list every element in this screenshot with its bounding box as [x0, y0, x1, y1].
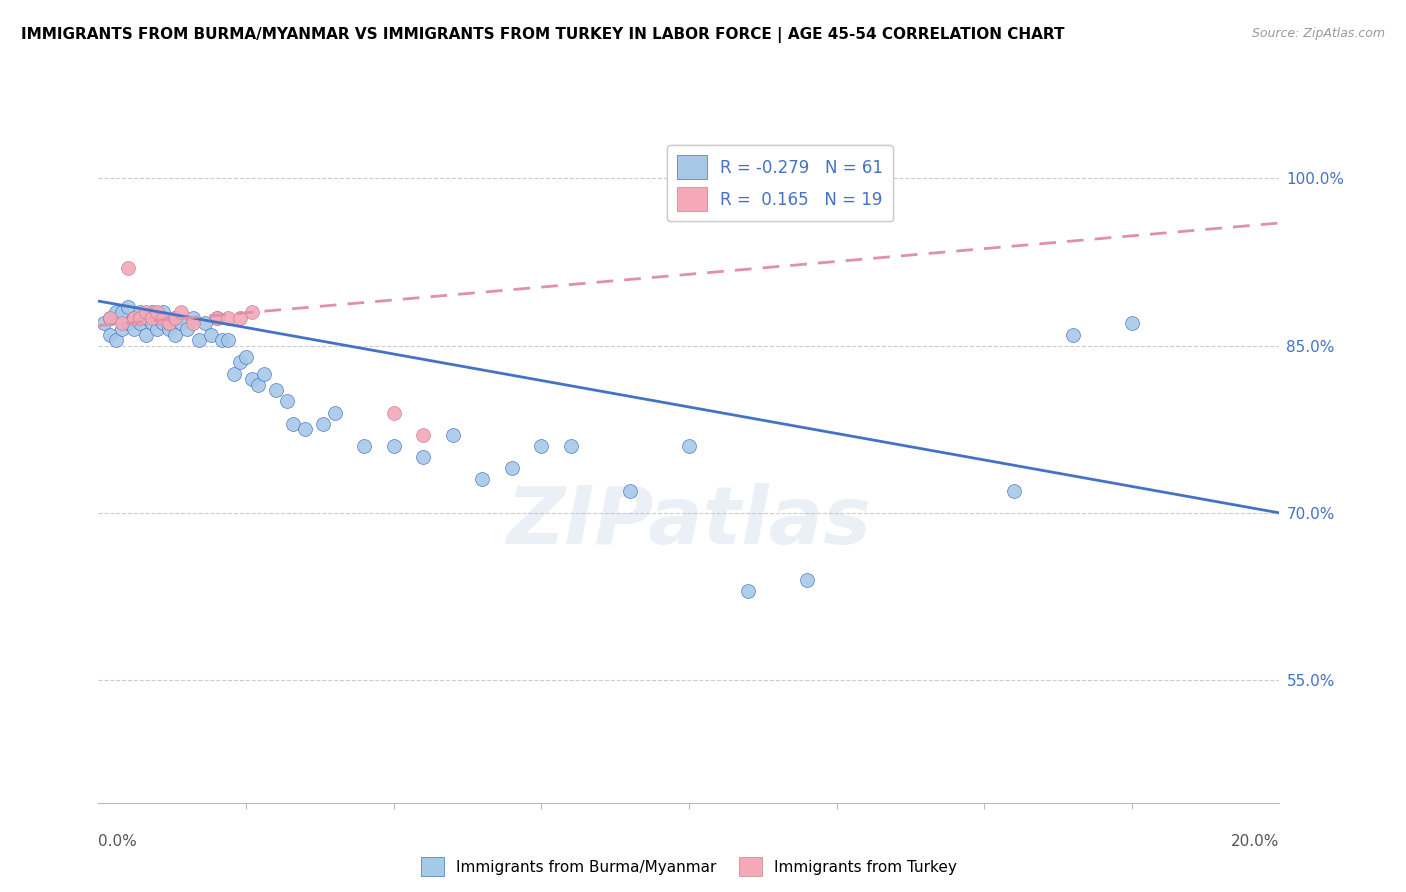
Point — [98, 310, 121, 325]
Point — [200, 327, 222, 342]
Point — [98, 310, 121, 325]
Point — [111, 317, 134, 331]
Point — [796, 573, 818, 587]
Point — [128, 305, 150, 319]
Text: ZIPatlas: ZIPatlas — [506, 483, 872, 561]
Point — [205, 310, 228, 325]
Point — [105, 305, 128, 319]
Point — [122, 322, 145, 336]
Point — [246, 377, 269, 392]
Point — [165, 310, 187, 325]
Text: 20.0%: 20.0% — [1232, 834, 1279, 849]
Point — [122, 310, 145, 325]
Point — [98, 327, 121, 342]
Point — [181, 310, 204, 325]
Point — [117, 300, 139, 314]
Point — [217, 310, 239, 325]
Point — [181, 317, 204, 331]
Point — [135, 310, 157, 325]
Point — [128, 317, 150, 331]
Point — [146, 310, 169, 325]
Point — [117, 317, 139, 331]
Point — [678, 439, 700, 453]
Point — [176, 322, 198, 336]
Point — [117, 260, 139, 275]
Point — [187, 333, 209, 347]
Point — [111, 305, 134, 319]
Point — [382, 439, 405, 453]
Point — [157, 322, 180, 336]
Point — [152, 317, 174, 331]
Point — [141, 310, 163, 325]
Point — [501, 461, 523, 475]
Point — [141, 305, 163, 319]
Point — [441, 428, 464, 442]
Point — [146, 305, 169, 319]
Point — [135, 327, 157, 342]
Point — [211, 333, 233, 347]
Point — [165, 310, 187, 325]
Point — [122, 310, 145, 325]
Point — [128, 310, 150, 325]
Point — [737, 584, 759, 599]
Point — [152, 310, 174, 325]
Point — [312, 417, 335, 431]
Point — [253, 367, 276, 381]
Point — [264, 384, 287, 398]
Point — [353, 439, 375, 453]
Point — [165, 327, 187, 342]
Point — [111, 322, 134, 336]
Point — [157, 317, 180, 331]
Text: Source: ZipAtlas.com: Source: ZipAtlas.com — [1251, 27, 1385, 40]
Point — [229, 310, 252, 325]
Point — [152, 305, 174, 319]
Point — [240, 305, 263, 319]
Point — [205, 310, 228, 325]
Point — [235, 350, 257, 364]
Point — [530, 439, 553, 453]
Point — [217, 333, 239, 347]
Point — [170, 317, 193, 331]
Point — [619, 483, 641, 498]
Point — [170, 305, 193, 319]
Point — [93, 317, 115, 331]
Point — [135, 305, 157, 319]
Text: IMMIGRANTS FROM BURMA/MYANMAR VS IMMIGRANTS FROM TURKEY IN LABOR FORCE | AGE 45-: IMMIGRANTS FROM BURMA/MYANMAR VS IMMIGRA… — [21, 27, 1064, 43]
Point — [276, 394, 298, 409]
Point — [1002, 483, 1025, 498]
Point — [146, 322, 169, 336]
Point — [560, 439, 582, 453]
Point — [323, 405, 346, 420]
Point — [240, 372, 263, 386]
Point — [471, 473, 494, 487]
Point — [1062, 327, 1084, 342]
Point — [412, 428, 434, 442]
Point — [141, 317, 163, 331]
Point — [229, 355, 252, 369]
Point — [1121, 317, 1143, 331]
Point — [157, 317, 180, 331]
Point — [412, 450, 434, 465]
Point — [283, 417, 305, 431]
Point — [382, 405, 405, 420]
Legend: R = -0.279   N = 61, R =  0.165   N = 19: R = -0.279 N = 61, R = 0.165 N = 19 — [666, 145, 893, 221]
Point — [105, 333, 128, 347]
Text: 0.0%: 0.0% — [98, 834, 138, 849]
Point — [194, 317, 217, 331]
Point — [224, 367, 246, 381]
Point — [294, 422, 316, 436]
